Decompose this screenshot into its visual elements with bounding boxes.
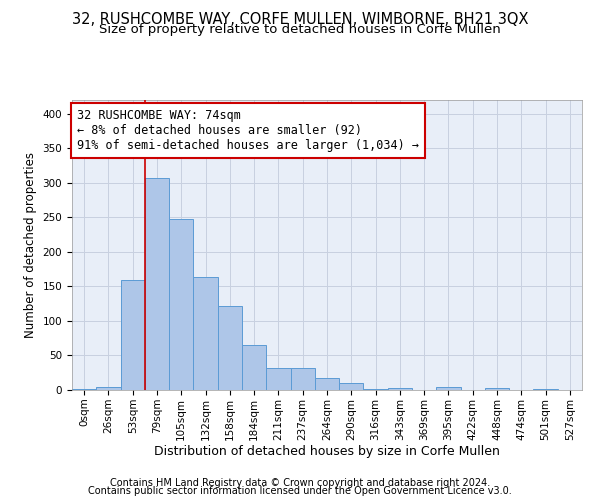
Bar: [193, 278, 218, 390]
Bar: [145, 178, 169, 390]
Bar: [436, 386, 461, 390]
Text: Contains public sector information licensed under the Open Government Licence v3: Contains public sector information licen…: [88, 486, 512, 496]
Bar: [315, 378, 339, 390]
Bar: [72, 388, 96, 390]
Bar: [121, 280, 145, 390]
Bar: [364, 388, 388, 390]
Bar: [218, 306, 242, 390]
Bar: [339, 383, 364, 390]
Bar: [96, 386, 121, 390]
X-axis label: Distribution of detached houses by size in Corfe Mullen: Distribution of detached houses by size …: [154, 446, 500, 458]
Bar: [266, 368, 290, 390]
Bar: [485, 388, 509, 390]
Y-axis label: Number of detached properties: Number of detached properties: [24, 152, 37, 338]
Text: 32, RUSHCOMBE WAY, CORFE MULLEN, WIMBORNE, BH21 3QX: 32, RUSHCOMBE WAY, CORFE MULLEN, WIMBORN…: [72, 12, 528, 28]
Text: 32 RUSHCOMBE WAY: 74sqm
← 8% of detached houses are smaller (92)
91% of semi-det: 32 RUSHCOMBE WAY: 74sqm ← 8% of detached…: [77, 108, 419, 152]
Bar: [290, 368, 315, 390]
Text: Contains HM Land Registry data © Crown copyright and database right 2024.: Contains HM Land Registry data © Crown c…: [110, 478, 490, 488]
Bar: [169, 219, 193, 390]
Bar: [242, 345, 266, 390]
Text: Size of property relative to detached houses in Corfe Mullen: Size of property relative to detached ho…: [99, 22, 501, 36]
Bar: [388, 388, 412, 390]
